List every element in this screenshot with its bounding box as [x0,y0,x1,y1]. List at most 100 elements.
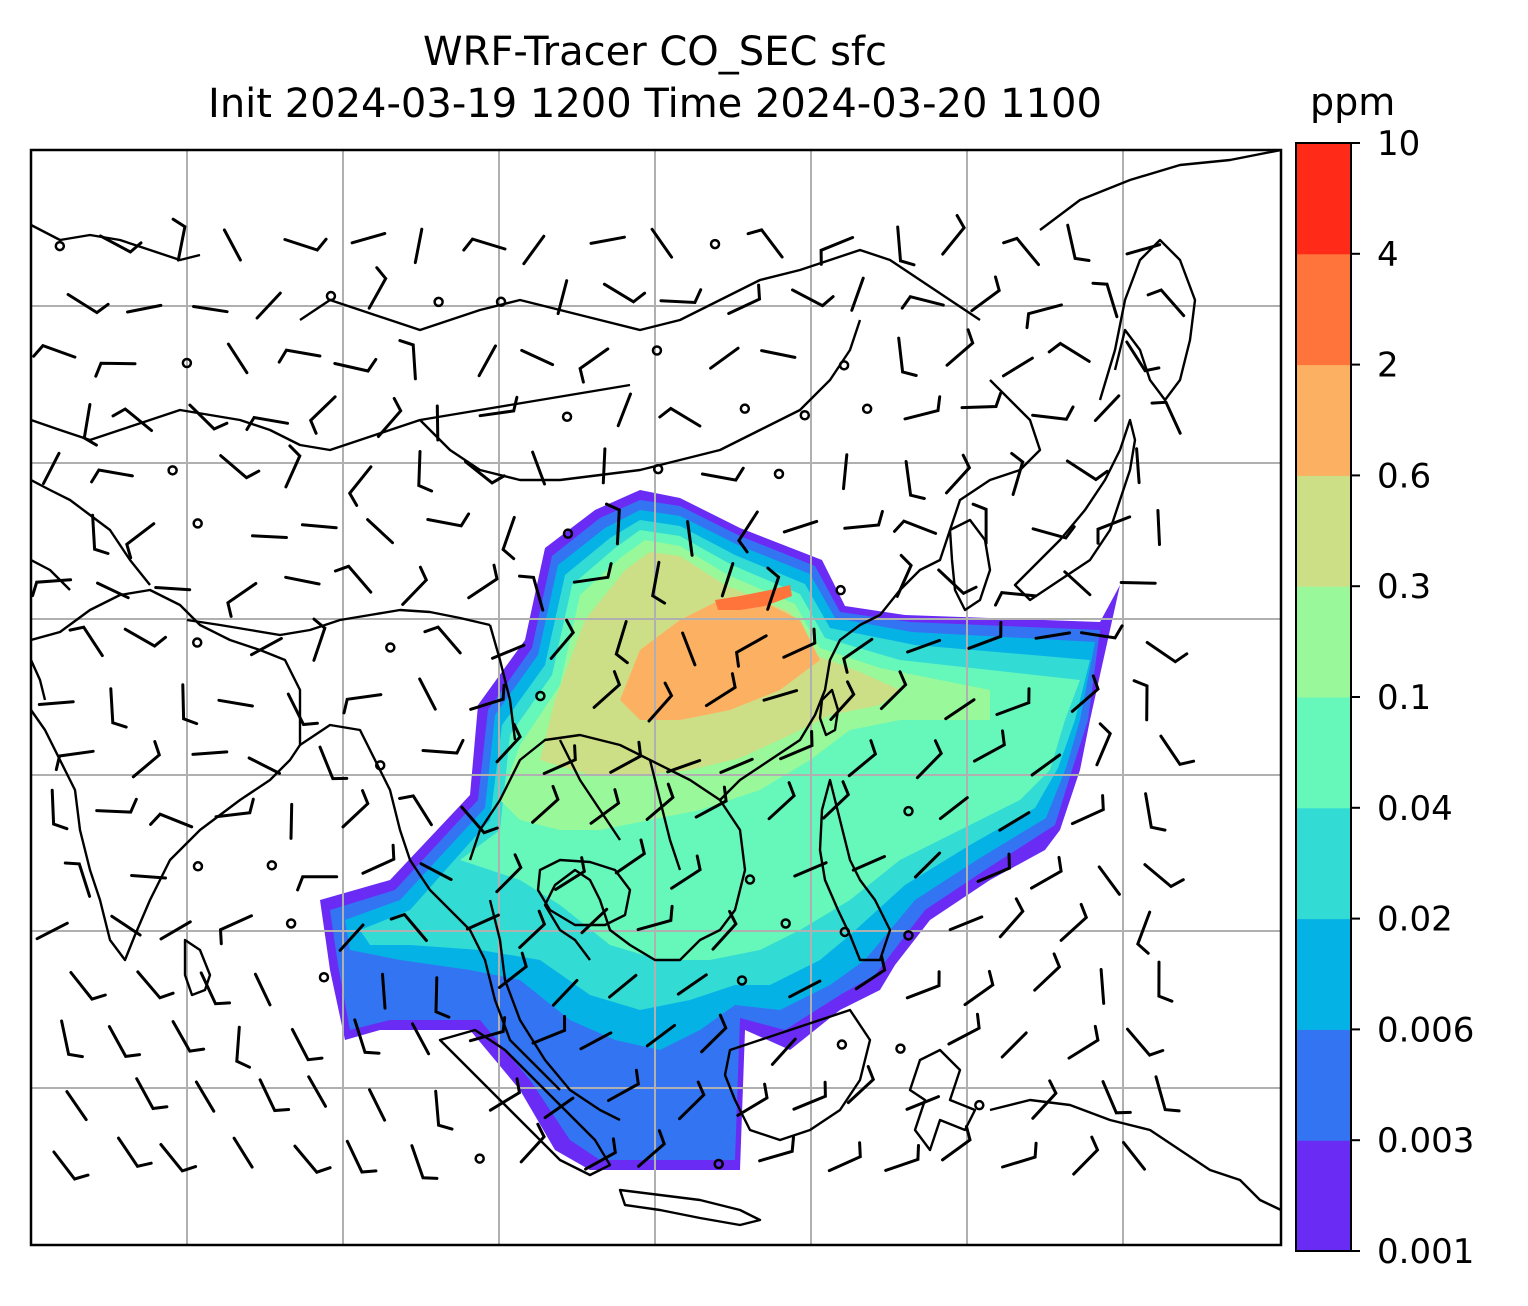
wind-barb [465,913,500,931]
wind-barb [1047,341,1091,363]
wind-barb [286,692,319,727]
wind-barb [711,909,738,951]
wind-barb [948,915,984,932]
wind-barb [277,348,322,364]
colorbar-segment [1296,253,1351,366]
wind-barb [32,343,77,359]
coastline-taiwan [818,688,840,737]
wind-barb [760,349,797,359]
wind-barb [1154,1075,1181,1113]
wind-barb [1119,581,1157,585]
chart-title: WRF-Tracer CO_SEC sfc Init 2024-03-19 12… [30,26,1280,130]
wind-barb [580,907,609,935]
wind-barb [1030,753,1062,777]
wind-barb [1146,288,1186,318]
wind-barb [111,407,153,432]
wind-barb [410,1144,439,1180]
calm-wind-marker [713,1158,724,1170]
calm-wind-marker [773,468,785,480]
wind-barb [1096,515,1132,545]
wind-barb [520,348,555,367]
wind-barb [289,802,294,840]
wind-barb [842,637,874,674]
wind-barb [851,855,886,872]
wind-barb [1001,1141,1038,1169]
wind-barb [879,670,908,711]
wind-barb [551,979,579,1007]
wind-barb [1031,1079,1058,1120]
wind-barb [736,1082,769,1117]
colorbar-tick-label: 4 [1377,235,1399,275]
wind-barb [181,683,199,726]
wind-barb [905,1095,940,1111]
wind-barb [782,627,817,659]
wind-barb [462,237,507,252]
colorbar-segment [1296,1140,1351,1252]
wind-barb [967,620,1003,650]
wind-barb [300,523,338,530]
wind-barb [171,217,187,262]
title-line-1: WRF-Tracer CO_SEC sfc [422,29,888,75]
wind-barb [283,237,328,252]
wind-barb [31,578,73,598]
wind-barb [944,698,976,721]
wind-barb [947,1012,981,1046]
colorbar-segment [1296,586,1351,698]
calm-wind-marker [744,874,756,885]
wind-barbs [31,214,1196,1181]
wind-barb [842,453,849,491]
wind-barb [719,757,754,774]
wind-barb [35,921,69,941]
wind-barb [543,1096,575,1120]
wind-barb [1135,447,1141,485]
wind-barb [636,904,674,932]
calm-wind-marker [191,637,203,648]
wind-barb [417,450,434,493]
wind-barb [579,1031,613,1051]
wind-barb [52,1150,90,1181]
calm-wind-marker [433,296,444,308]
wind-barb [720,562,735,598]
wind-barb [937,568,978,596]
wind-barb [793,861,828,878]
wind-barb [495,853,523,894]
wind-barb [130,874,167,880]
wind-barb [37,700,75,706]
wind-barb [1066,223,1091,262]
colorbar-tick-label: 0.1 [1377,678,1431,718]
wind-barb [366,518,394,545]
calm-wind-marker [903,805,914,817]
wind-barb [1010,451,1025,496]
wind-barb [65,1090,88,1122]
wind-barb [1072,1135,1100,1176]
wind-barb [423,625,462,655]
wind-barb [1063,570,1092,597]
wind-barb [107,1025,142,1059]
wind-barb [607,1068,640,1102]
wind-barb [659,288,703,305]
wind-barb [398,339,417,381]
wind-barb [601,447,607,485]
calm-wind-marker [709,238,721,250]
calm-wind-marker [903,930,914,941]
colorbar-tick-label: 0.001 [1377,1232,1474,1272]
wind-barb [666,759,702,774]
wind-barb [54,749,95,772]
wind-barb [976,852,1011,883]
wind-barb [734,634,768,668]
calm-wind-marker [739,403,751,414]
wind-barb [135,1077,169,1111]
wind-barb [110,914,142,937]
wind-barb [491,643,526,660]
colorbar-tick-label: 2 [1377,346,1399,386]
wind-barb [686,520,694,557]
wind-barb [149,812,194,829]
wind-barb [549,618,576,660]
wind-barb [915,739,943,780]
wind-barb [1159,734,1196,766]
calm-wind-marker [181,357,193,369]
coastline-arctic-edge [31,223,201,262]
wind-barb [418,677,437,711]
wind-barb [318,745,349,781]
wind-barb [819,236,855,266]
